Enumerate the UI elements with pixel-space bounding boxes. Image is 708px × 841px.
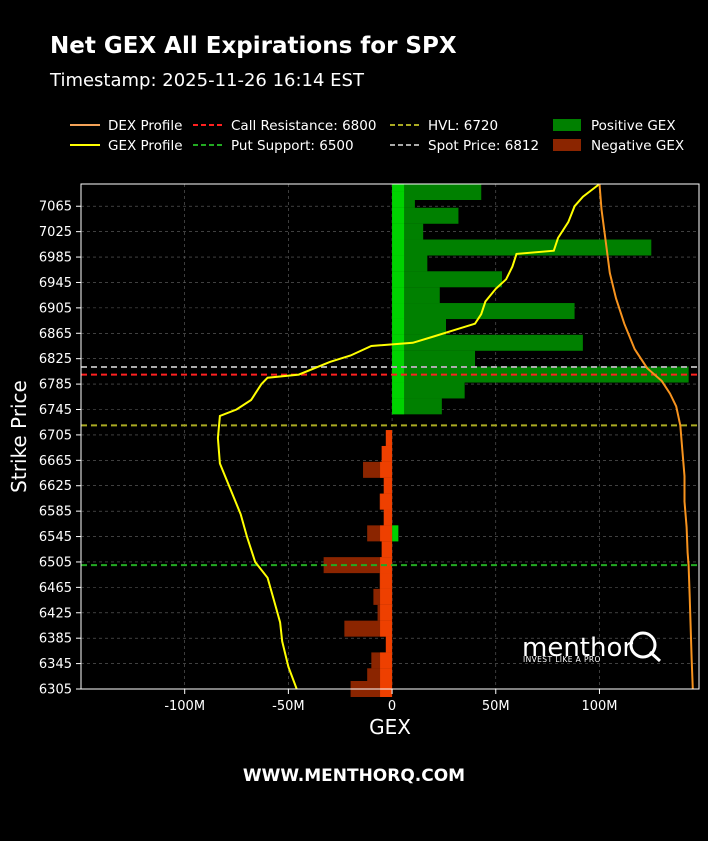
legend: DEX Profile GEX Profile Call Resistance: 6… <box>70 118 684 154</box>
positive-gex-bar-highlight <box>392 366 405 383</box>
y-tick-label: 6465 <box>39 581 72 596</box>
y-tick-label: 6505 <box>39 555 72 570</box>
positive-gex-bar <box>392 303 575 320</box>
negative-gex-bar-highlight <box>381 445 393 462</box>
y-tick-label: 6345 <box>39 657 72 672</box>
y-tick-label: 7065 <box>39 200 72 215</box>
gex-profile-line <box>216 183 601 690</box>
positive-gex-bar <box>392 334 583 351</box>
negative-gex-bar-highlight <box>381 541 393 558</box>
y-tick-label: 6385 <box>39 632 72 647</box>
legend-swatch-6 <box>553 119 581 131</box>
y-tick-label: 6625 <box>39 479 72 494</box>
watermark-q-icon <box>629 631 657 659</box>
negative-gex-bar-highlight <box>380 620 393 637</box>
positive-gex-bar-highlight <box>392 271 405 288</box>
watermark-brand: menthor <box>522 633 633 663</box>
positive-gex-bar-highlight <box>392 255 405 272</box>
x-tick-label: 50M <box>482 699 510 714</box>
footer-url: WWW.MENTHORQ.COM <box>242 766 466 786</box>
plot-area: menthor INVEST LIKE A PRO <box>80 183 700 697</box>
y-tick-label: 6425 <box>39 606 72 621</box>
y-tick-label: 6825 <box>39 352 72 367</box>
positive-gex-bar <box>392 398 442 415</box>
y-tick-label: 6545 <box>39 530 72 545</box>
positive-gex-bar <box>392 318 446 335</box>
y-tick-label: 6705 <box>39 428 72 443</box>
negative-gex-bar-highlight <box>380 461 393 478</box>
reference-lines <box>81 365 699 567</box>
positive-gex-bar <box>392 239 652 256</box>
positive-gex-bar-highlight <box>392 398 405 415</box>
y-axis-label: Strike Price <box>7 380 31 493</box>
positive-gex-bar-highlight <box>392 334 405 351</box>
gex-bars <box>323 184 689 697</box>
y-tick-label: 6945 <box>39 276 72 291</box>
chart-subtitle: Timestamp: 2025-11-26 16:14 EST <box>50 70 364 91</box>
positive-gex-bar-highlight <box>392 525 399 542</box>
y-tick-label: 6665 <box>39 454 72 469</box>
chart-title: Net GEX All Expirations for SPX <box>50 33 457 59</box>
positive-gex-bar <box>392 366 689 383</box>
legend-label-3: Put Support: 6500 <box>231 138 354 154</box>
y-tick-label: 6985 <box>39 251 72 266</box>
axes: -100M -50M 0 50M 100M 7065 7025 6985 6945 6905 686… <box>7 200 617 739</box>
negative-gex-bar-highlight <box>385 636 393 653</box>
negative-gex-bar-highlight <box>380 493 393 510</box>
y-tick-label: 6305 <box>39 683 72 698</box>
negative-gex-bar-highlight <box>383 509 393 526</box>
positive-gex-bar-highlight <box>392 318 405 335</box>
negative-gex-bar-highlight <box>380 668 393 685</box>
dex-profile-line <box>598 183 694 690</box>
negative-gex-bar-highlight <box>380 604 393 621</box>
profile-lines <box>216 183 694 690</box>
x-axis-label: GEX <box>369 715 411 739</box>
legend-label-6: Positive GEX <box>591 118 676 134</box>
y-tick-label: 6865 <box>39 327 72 342</box>
x-tick-label: -50M <box>272 699 304 714</box>
positive-gex-bar-highlight <box>392 239 405 256</box>
x-tick-label: -100M <box>164 699 205 714</box>
positive-gex-bar-highlight <box>392 303 405 320</box>
positive-gex-bar <box>392 350 476 367</box>
y-tick-label: 6905 <box>39 301 72 316</box>
negative-gex-bar-highlight <box>380 652 393 669</box>
positive-gex-bar-highlight <box>392 223 405 240</box>
legend-label-2: Call Resistance: 6800 <box>231 118 376 134</box>
x-tick-label: 0 <box>388 699 396 714</box>
negative-gex-bar-highlight <box>380 573 393 590</box>
legend-label-7: Negative GEX <box>591 138 684 154</box>
negative-gex-bar-highlight <box>383 477 393 494</box>
x-tick-label: 100M <box>581 699 617 714</box>
negative-gex-bar-highlight <box>385 430 393 447</box>
positive-gex-bar-highlight <box>392 287 405 304</box>
negative-gex-bar <box>323 557 393 574</box>
legend-label-1: GEX Profile <box>108 138 183 154</box>
menthorq-watermark: menthor INVEST LIKE A PRO <box>522 631 662 664</box>
negative-gex-bar-highlight <box>380 525 393 542</box>
watermark-tagline: INVEST LIKE A PRO <box>523 655 601 664</box>
negative-gex-bar-highlight <box>380 588 393 605</box>
legend-label-4: HVL: 6720 <box>428 118 498 134</box>
positive-gex-bar-highlight <box>392 382 405 399</box>
positive-gex-bar-highlight <box>392 191 405 208</box>
y-tick-label: 6585 <box>39 505 72 520</box>
y-tick-label: 6745 <box>39 403 72 418</box>
y-tick-label: 6785 <box>39 378 72 393</box>
positive-gex-bar-highlight <box>392 207 405 224</box>
legend-label-5: Spot Price: 6812 <box>428 138 539 154</box>
positive-gex-bar-highlight <box>392 350 405 367</box>
legend-label-0: DEX Profile <box>108 118 182 134</box>
watermark-q-tail-icon <box>648 650 662 663</box>
positive-gex-bar <box>392 207 459 224</box>
positive-gex-bar <box>392 382 465 399</box>
positive-gex-bar <box>392 271 502 288</box>
y-tick-label: 7025 <box>39 225 72 240</box>
legend-swatch-7 <box>553 139 581 151</box>
plot-frame <box>80 183 700 690</box>
